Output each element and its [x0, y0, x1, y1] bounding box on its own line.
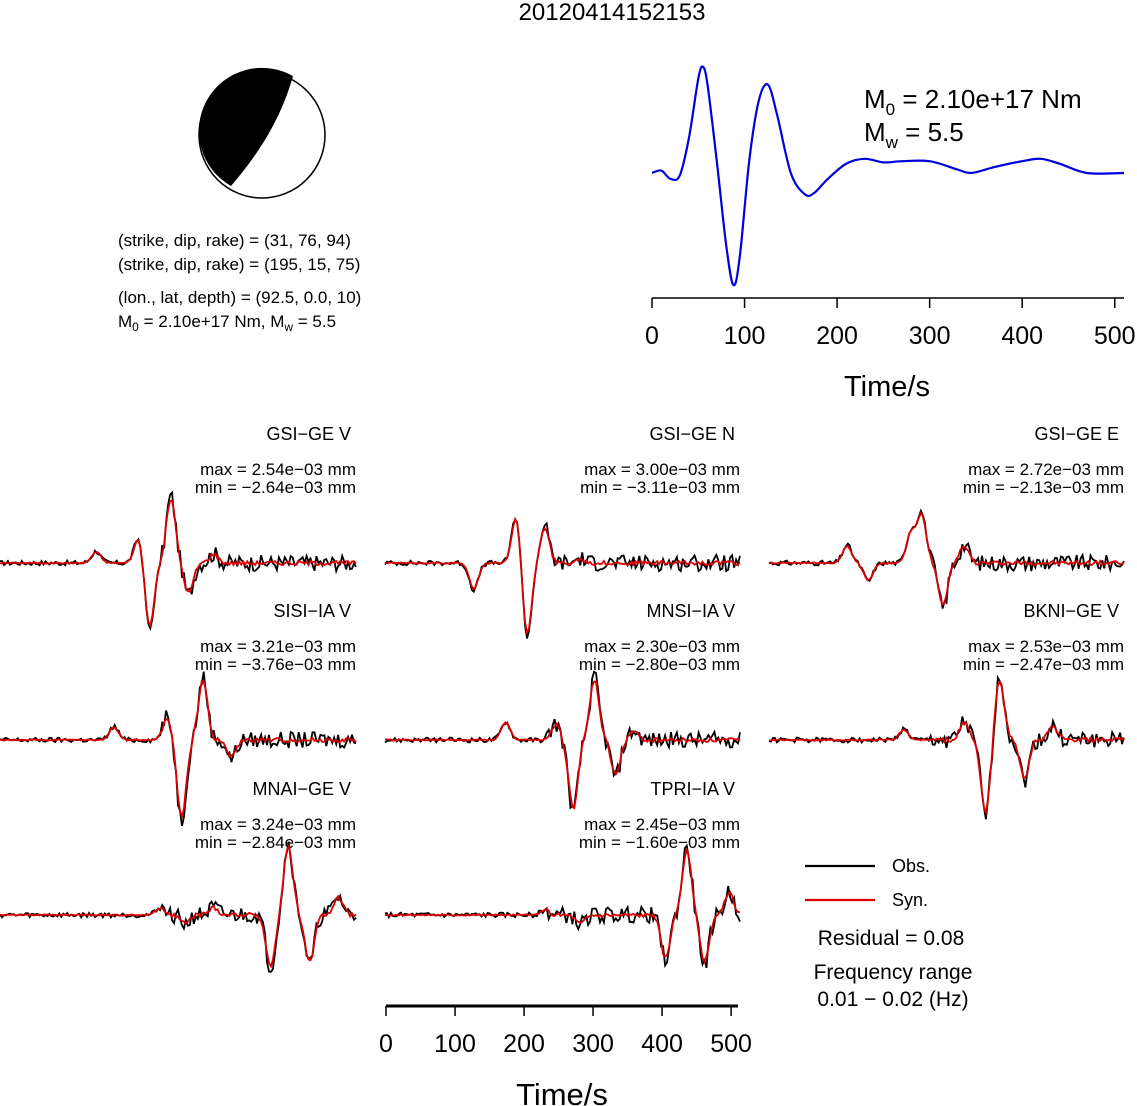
synthetic-trace	[0, 843, 357, 969]
station-name: TPRI−IA V	[650, 779, 735, 799]
figure-title: 20120414152153	[519, 0, 706, 26]
synthetic-trace	[384, 516, 741, 636]
station-min: min = −1.60e−03 mm	[579, 833, 740, 852]
station-max: max = 3.00e−03 mm	[584, 460, 740, 479]
focal-mechanism-beachball	[198, 67, 326, 199]
station-min: min = −2.64e−03 mm	[195, 478, 356, 497]
waveform-tick-label: 100	[434, 1030, 476, 1058]
station-min: min = −2.13e−03 mm	[963, 478, 1124, 497]
station-min: min = −2.47e−03 mm	[963, 655, 1124, 674]
station-name: GSI−GE V	[266, 424, 351, 444]
observed-trace	[384, 670, 741, 810]
beachball-compressional-quadrant	[198, 67, 293, 186]
station-min: min = −3.11e−03 mm	[580, 478, 740, 497]
waveform-tick-label: 200	[503, 1030, 545, 1058]
observed-trace	[768, 674, 1125, 820]
synthetic-trace	[384, 848, 741, 965]
stf-magnitude: Mw = 5.5	[864, 117, 964, 152]
station-name: GSI−GE E	[1034, 424, 1119, 444]
stf-tick-label: 300	[909, 322, 951, 350]
station-max: max = 3.21e−03 mm	[200, 637, 356, 656]
synthetic-trace	[768, 511, 1125, 606]
stf-series-line	[651, 65, 1125, 287]
stf-moment: M0 = 2.10e+17 Nm	[864, 84, 1082, 119]
station-name: BKNI−GE V	[1023, 601, 1119, 621]
synthetic-trace	[0, 499, 357, 629]
waveform-x-axis: 0 100 200 300 400 500	[379, 1004, 752, 1058]
observed-trace	[0, 841, 357, 973]
station-max: max = 2.72e−03 mm	[968, 460, 1124, 479]
station-max: max = 2.53e−03 mm	[968, 637, 1124, 656]
stf-tick-label: 100	[724, 322, 766, 350]
station-max: max = 2.45e−03 mm	[584, 815, 740, 834]
stf-panel: M0 = 2.10e+17 Nm Mw = 5.5 0 100 200 300 400 5…	[645, 65, 1136, 403]
station-max: max = 2.30e−03 mm	[584, 637, 740, 656]
station-name: MNAI−GE V	[252, 779, 351, 799]
waveform-x-axis-label: Time/s	[516, 1077, 608, 1106]
legend-syn-label: Syn.	[892, 890, 928, 910]
residual-text: Residual = 0.08	[818, 927, 965, 950]
synthetic-trace	[384, 680, 741, 810]
legend: Obs. Syn.	[805, 856, 930, 910]
station-min: min = −2.80e−03 mm	[579, 655, 740, 674]
waveform-tick-label: 300	[572, 1030, 614, 1058]
stf-x-axis: 0 100 200 300 400 500	[645, 297, 1136, 350]
waveform-tick-label: 0	[379, 1030, 393, 1058]
mechanism-moment: M0 = 2.10e+17 Nm, Mw = 5.5	[118, 312, 336, 334]
stf-tick-label: 200	[816, 322, 858, 350]
station-min: min = −2.84e−03 mm	[195, 833, 356, 852]
station-name: MNSI−IA V	[646, 601, 735, 621]
frequency-range-value: 0.01 − 0.02 (Hz)	[817, 988, 968, 1011]
station-max: max = 2.54e−03 mm	[200, 460, 356, 479]
station-max: max = 3.24e−03 mm	[200, 815, 356, 834]
observed-trace	[0, 671, 357, 827]
station-name: SISI−IA V	[273, 601, 351, 621]
synthetic-trace	[768, 679, 1125, 816]
legend-obs-label: Obs.	[892, 856, 930, 876]
mechanism-plane1: (strike, dip, rake) = (31, 76, 94)	[118, 231, 351, 250]
station-min: min = −3.76e−03 mm	[195, 655, 356, 674]
mechanism-plane2: (strike, dip, rake) = (195, 15, 75)	[118, 255, 360, 274]
station-name: GSI−GE N	[649, 424, 735, 444]
synthetic-trace	[0, 679, 357, 820]
frequency-range-title: Frequency range	[814, 961, 973, 984]
stf-tick-label: 400	[1001, 322, 1043, 350]
stf-tick-label: 0	[645, 322, 659, 350]
observed-trace	[384, 843, 741, 969]
stf-x-axis-label: Time/s	[844, 371, 930, 403]
stf-tick-label: 500	[1094, 322, 1136, 350]
waveform-tick-label: 500	[710, 1030, 752, 1058]
mechanism-location: (lon., lat, depth) = (92.5, 0.0, 10)	[118, 288, 361, 307]
waveform-tick-label: 400	[641, 1030, 683, 1058]
